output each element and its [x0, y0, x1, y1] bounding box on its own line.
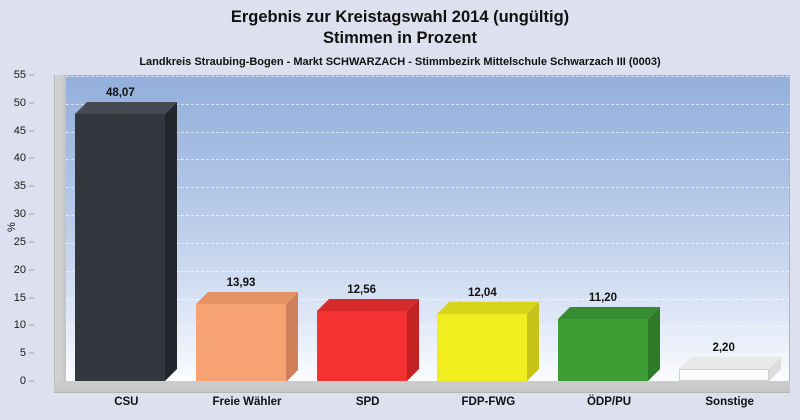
- plot-area: [66, 75, 790, 381]
- bar-front-face: [196, 303, 286, 381]
- gridline: [66, 298, 789, 300]
- page-title: Ergebnis zur Kreistagswahl 2014 (ungülti…: [0, 7, 800, 49]
- bar-side-face: [286, 291, 298, 381]
- gridline: [66, 242, 789, 244]
- gridline: [66, 215, 789, 217]
- bar-front-face: [75, 113, 166, 381]
- chart-header: Ergebnis zur Kreistagswahl 2014 (ungülti…: [0, 0, 800, 69]
- y-tick-mark: [29, 269, 34, 271]
- gridline: [66, 159, 789, 161]
- bar-top-face: [75, 101, 178, 114]
- y-tick-label: 25: [13, 235, 26, 248]
- y-tick-label: 5: [19, 347, 26, 360]
- y-tick-label: 50: [13, 96, 26, 109]
- bar-csu[interactable]: 48,07: [75, 87, 178, 381]
- y-tick-label: 30: [13, 208, 26, 221]
- chart-subtitle: Landkreis Straubing-Bogen - Markt SCHWAR…: [139, 56, 661, 68]
- x-axis-label-sonstige: Sonstige: [705, 396, 754, 408]
- y-tick-label: 55: [13, 69, 26, 81]
- bar-value-label: 13,93: [226, 276, 256, 289]
- axis-left-wall: [54, 75, 66, 393]
- bar-fdp-fwg[interactable]: 12,04: [437, 287, 540, 381]
- x-axis-label-csu: CSU: [114, 396, 139, 408]
- gridline: [66, 270, 789, 272]
- y-tick-mark: [29, 74, 34, 76]
- y-tick-label: 40: [13, 152, 26, 165]
- gridline: [66, 354, 789, 356]
- chart-title-line-2: Stimmen in Prozent: [322, 29, 478, 47]
- bar-value-label: 48,07: [105, 86, 135, 99]
- y-tick-mark: [29, 324, 34, 326]
- bar-front-face: [558, 318, 648, 381]
- bar-freie-w-hler[interactable]: 13,93: [196, 277, 298, 381]
- y-tick-mark: [29, 297, 34, 299]
- y-axis: % 0 5 10 15 20 25 30 35 40 45 50 55: [0, 0, 54, 420]
- bar-value-label: 12,04: [467, 287, 497, 300]
- x-axis-label-spd: SPD: [355, 396, 380, 408]
- x-axis-label-dp-pu: ÖDP/PU: [586, 396, 632, 408]
- y-tick-mark: [29, 352, 34, 354]
- y-tick-mark: [29, 102, 34, 104]
- y-tick-mark: [29, 185, 34, 187]
- y-tick-label: 0: [19, 375, 26, 387]
- gridline: [66, 187, 789, 189]
- x-axis-label-fdp-fwg: FDP-FWG: [461, 396, 516, 408]
- bar-front-face: [316, 311, 407, 381]
- y-tick-mark: [29, 241, 34, 243]
- bar-top-face: [196, 291, 298, 304]
- gridline: [66, 103, 789, 105]
- bar-sonstige[interactable]: 2,20: [678, 342, 781, 381]
- x-axis: CSU Freie Wähler SPD FDP-FWG ÖDP/PU Sonstige: [54, 396, 790, 420]
- bar-spd[interactable]: 12,56: [316, 284, 419, 381]
- y-tick-label: 20: [13, 263, 26, 276]
- gridline: [66, 76, 789, 77]
- y-tick-mark: [29, 130, 34, 132]
- bar-value-label: 2,20: [712, 341, 735, 354]
- bar-top-face: [316, 299, 419, 312]
- bar-side-face: [648, 306, 660, 381]
- gridline: [66, 131, 789, 133]
- gridline: [66, 326, 789, 328]
- y-tick-label: 15: [13, 291, 26, 304]
- bar-front-face: [678, 368, 769, 381]
- y-tick-label: 45: [13, 124, 26, 137]
- y-tick-label: 35: [13, 180, 26, 193]
- bar-top-face: [437, 302, 540, 315]
- chart-title-line-1: Ergebnis zur Kreistagswahl 2014 (ungülti…: [230, 8, 570, 26]
- y-axis-title: %: [6, 222, 18, 232]
- bar-top-face: [678, 356, 781, 369]
- bar-top-face: [558, 306, 660, 319]
- bar-front-face: [437, 314, 528, 381]
- plot-frame: 48,07 13,93 12,56 12,04 11,20 2,20: [54, 75, 790, 393]
- bars-layer: 48,07 13,93 12,56 12,04 11,20 2,20: [54, 75, 790, 393]
- x-axis-label-freie-w-hler: Freie Wähler: [212, 396, 282, 408]
- y-tick-mark: [29, 157, 34, 159]
- bar-side-face: [527, 302, 540, 381]
- bar-dp-pu[interactable]: 11,20: [558, 292, 660, 381]
- axis-floor: [54, 381, 790, 393]
- bar-side-face: [165, 101, 178, 381]
- y-tick-label: 10: [13, 319, 26, 332]
- y-tick-mark: [29, 380, 34, 382]
- bar-value-label: 12,56: [347, 284, 377, 297]
- y-tick-mark: [29, 213, 34, 215]
- bar-side-face: [406, 299, 419, 381]
- bar-value-label: 11,20: [588, 291, 618, 304]
